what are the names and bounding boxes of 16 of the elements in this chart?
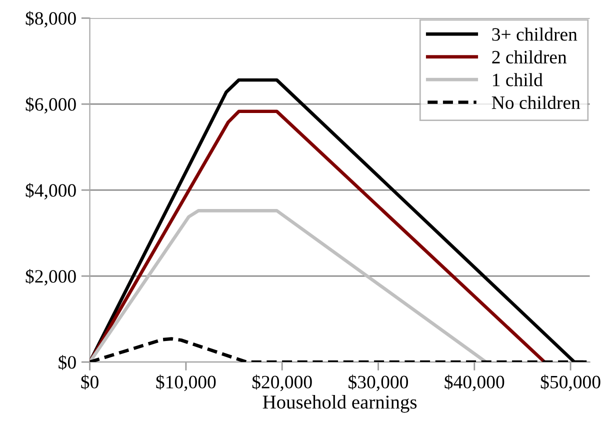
y-tick-label: $0 [58, 354, 76, 370]
x-axis-title: Household earnings [262, 395, 417, 413]
legend-label: 2 children [492, 50, 567, 64]
x-tick-label: $30,000 [348, 374, 408, 392]
legend-label: 1 child [493, 73, 543, 86]
y-tick-label: $4,000 [26, 183, 76, 200]
y-tick-label: $2,000 [26, 268, 76, 286]
x-tick-label: $0 [81, 374, 98, 390]
x-tick-label: $50,000 [540, 374, 600, 392]
y-tick-label: $6,000 [26, 97, 76, 114]
legend-label: 3+ children [492, 28, 578, 41]
x-tick-label: $40,000 [444, 374, 504, 392]
legend-label: No children [492, 96, 580, 110]
y-tick-label: $8,000 [26, 11, 76, 28]
x-tick-label: $10,000 [156, 374, 216, 392]
x-tick-label: $20,000 [252, 374, 312, 392]
